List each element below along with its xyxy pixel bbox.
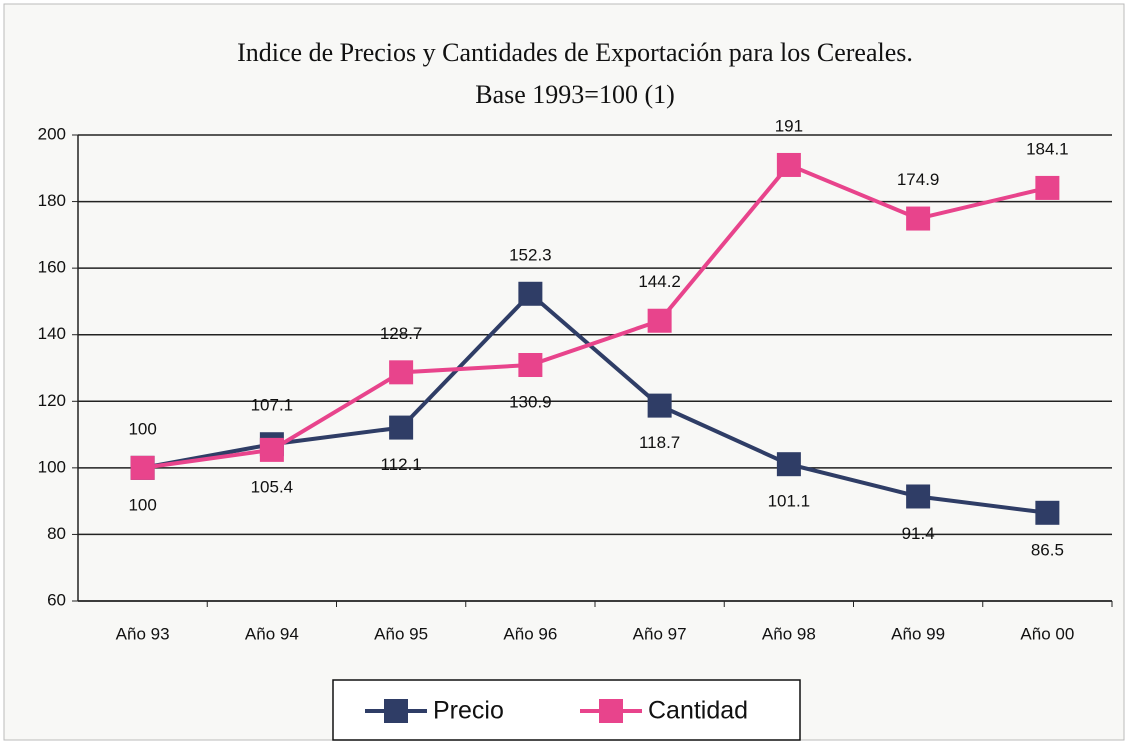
marker: [259, 437, 284, 462]
data-label: 107.1: [251, 396, 294, 415]
data-label: 100: [128, 419, 156, 438]
data-label: 184.1: [1026, 139, 1069, 158]
chart-frame: [3, 3, 1125, 741]
y-tick-label: 140: [38, 324, 66, 343]
x-tick-label: Año 00: [1020, 624, 1074, 643]
legend-marker: [384, 699, 408, 723]
data-label: 91.4: [902, 524, 935, 543]
data-label: 174.9: [897, 170, 940, 189]
legend-label: Precio: [433, 697, 504, 725]
x-tick-label: Año 93: [116, 624, 170, 643]
x-tick-label: Año 98: [762, 624, 816, 643]
data-label: 105.4: [251, 477, 294, 496]
data-label: 152.3: [509, 245, 552, 264]
marker: [389, 360, 414, 385]
y-tick-label: 60: [47, 590, 66, 609]
y-tick-label: 180: [38, 191, 66, 210]
legend-marker: [599, 699, 623, 723]
x-tick-label: Año 94: [245, 624, 299, 643]
y-tick-label: 120: [38, 391, 66, 410]
data-label: 191: [775, 116, 803, 135]
marker: [776, 452, 801, 477]
marker: [1035, 175, 1060, 200]
data-label: 86.5: [1031, 540, 1064, 559]
x-tick-label: Año 99: [891, 624, 945, 643]
marker: [518, 353, 543, 378]
legend-label: Cantidad: [648, 697, 748, 725]
data-label: 101.1: [768, 492, 811, 511]
data-label: 100: [128, 495, 156, 514]
marker: [518, 281, 543, 306]
series-line: [142, 291, 1048, 515]
y-tick-label: 100: [38, 457, 66, 476]
chart-title: Indice de Precios y Cantidades de Export…: [237, 38, 913, 67]
marker: [389, 415, 414, 440]
x-tick-label: Año 95: [374, 624, 428, 643]
marker: [906, 484, 931, 509]
y-tick-label: 200: [38, 124, 66, 143]
series-line: [142, 162, 1048, 470]
marker: [776, 152, 801, 177]
y-tick-label: 80: [47, 524, 66, 543]
y-tick-label: 160: [38, 258, 66, 277]
marker: [647, 393, 672, 418]
marker: [647, 308, 672, 333]
chart-subtitle: Base 1993=100 (1): [475, 80, 675, 109]
data-label: 118.7: [639, 433, 680, 452]
x-tick-label: Año 97: [633, 624, 687, 643]
data-label: 130.9: [509, 392, 552, 411]
marker: [1035, 500, 1060, 525]
data-label: 144.2: [638, 272, 681, 291]
data-label: 128.7: [380, 324, 423, 343]
marker: [130, 455, 155, 480]
marker: [906, 206, 931, 231]
x-tick-label: Año 96: [503, 624, 557, 643]
data-label: 112.1: [380, 455, 421, 474]
